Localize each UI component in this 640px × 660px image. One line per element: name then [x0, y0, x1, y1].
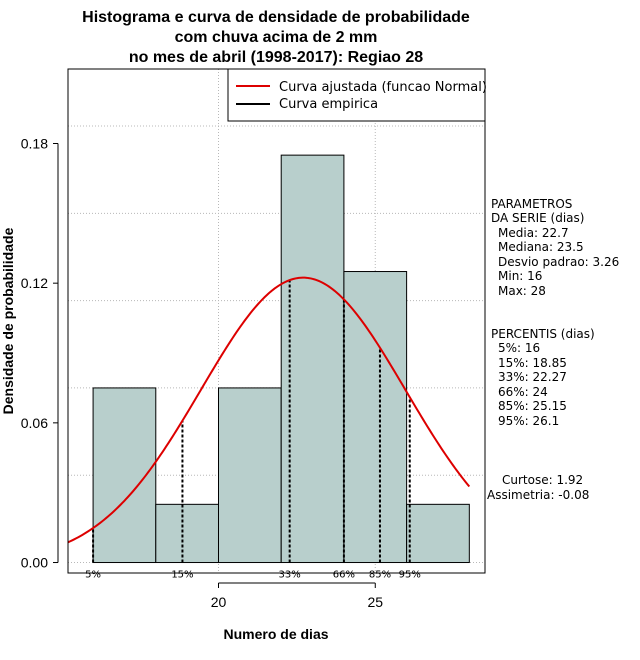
x-axis: 20 25 [211, 582, 383, 610]
histogram-bar-2 [217, 387, 282, 564]
y-axis: 0.00 0.06 0.12 0.18 [21, 135, 59, 571]
pct-85: 85%: 25.15 [498, 399, 567, 413]
percentile-label-5: 95% [399, 570, 421, 581]
legend-normal-label: Curva ajustada (funcao Normal) [279, 80, 487, 95]
pct-95: 95%: 26.1 [498, 414, 559, 428]
pct-title: PERCENTIS (dias) [491, 327, 595, 341]
histogram-bar-4 [343, 271, 408, 564]
percentile-label-3: 66% [333, 570, 355, 581]
x-tick-label-1: 25 [367, 594, 383, 610]
x-tick-label-0: 20 [211, 594, 227, 610]
params-title-2: DA SERIE (dias) [491, 211, 584, 225]
percentile-label-1: 15% [171, 570, 193, 581]
percentile-label-2: 33% [279, 570, 301, 581]
histogram-bars [92, 154, 470, 564]
x-axis-label: Numero de dias [223, 626, 328, 642]
y-tick-label-2: 0.12 [21, 275, 48, 291]
legend: Curva ajustada (funcao Normal) Curva emp… [227, 68, 487, 122]
stat-assimetria: Assimetria: -0.08 [487, 488, 589, 502]
pct-5: 5%: 16 [498, 341, 540, 355]
pct-33: 33%: 22.27 [498, 370, 567, 384]
normal-curve-line [67, 276, 471, 544]
legend-empirical-label: Curva empirica [279, 97, 378, 112]
percentile-label-0: 5% [85, 570, 101, 581]
y-tick-label-0: 0.00 [21, 555, 48, 571]
stat-curtose: Curtose: 1.92 [502, 473, 583, 487]
y-tick-label-1: 0.06 [21, 415, 48, 431]
histogram-bar-3 [280, 154, 345, 564]
y-tick-label-3: 0.18 [21, 135, 48, 151]
pct-15: 15%: 18.85 [498, 356, 567, 370]
side-panel-parameters: PARAMETROS DA SERIE (dias) Media: 22.7 M… [491, 197, 619, 298]
param-media: Media: 22.7 [498, 226, 569, 240]
params-title-1: PARAMETROS [491, 197, 572, 211]
param-mediana: Mediana: 23.5 [498, 240, 584, 254]
side-panel-shape: Curtose: 1.92 Assimetria: -0.08 [487, 473, 589, 502]
histogram-bar-1 [155, 503, 219, 564]
param-desvio: Desvio padrao: 3.26 [498, 255, 619, 269]
percentile-markers: 5% 15% 33% 66% 85% 95% [85, 280, 421, 581]
pct-66: 66%: 24 [498, 385, 548, 399]
side-panel-percentiles: PERCENTIS (dias) 5%: 16 15%: 18.85 33%: … [491, 327, 595, 428]
chart-title-line-2: com chuva acima de 2 mm [175, 29, 378, 46]
param-max: Max: 28 [498, 284, 546, 298]
param-min: Min: 16 [498, 269, 542, 283]
percentile-label-4: 85% [369, 570, 391, 581]
y-axis-label: Densidade de probabilidade [0, 227, 16, 414]
chart-title-line-1: Histograma e curva de densidade de proba… [82, 9, 470, 26]
chart-title-line-3: no mes de abril (1998-2017): Regiao 28 [129, 49, 423, 66]
histogram-bar-5 [406, 503, 470, 564]
legend-box [227, 68, 486, 122]
